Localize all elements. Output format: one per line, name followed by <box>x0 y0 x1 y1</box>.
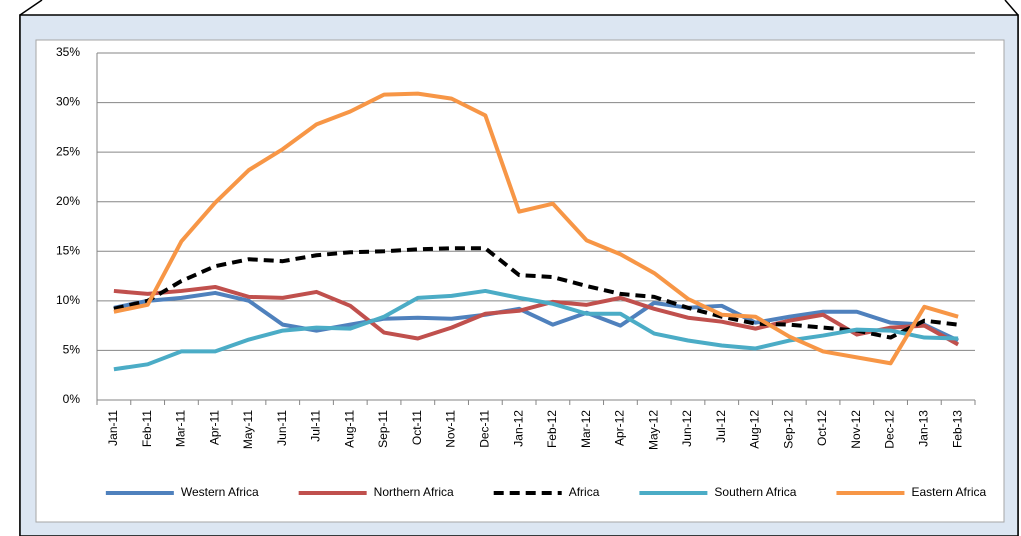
legend-label: Eastern Africa <box>911 485 986 499</box>
y-tick-label: 10% <box>56 293 80 307</box>
x-tick-label: Sep-11 <box>376 410 390 448</box>
x-tick-label: Jul-11 <box>309 410 323 442</box>
x-tick-label: Apr-11 <box>207 410 221 445</box>
x-tick-label: Oct-12 <box>815 410 829 446</box>
series-line <box>113 288 959 372</box>
y-tick-label: 0% <box>63 392 81 406</box>
x-tick-label: Jan-13 <box>917 410 931 447</box>
x-tick-label: Mar-11 <box>174 410 188 447</box>
x-tick-label: Aug-12 <box>748 410 762 449</box>
x-tick-label: Feb-12 <box>545 410 559 448</box>
series-line <box>113 290 959 343</box>
chart-area <box>35 39 1005 523</box>
x-tick-label: Aug-11 <box>342 410 356 448</box>
y-tick-label: 20% <box>56 194 80 208</box>
x-tick-label: May-11 <box>241 410 255 449</box>
x-tick-label: Jan-12 <box>511 410 525 447</box>
x-tick-label: Mar-12 <box>579 410 593 448</box>
y-tick-label: 35% <box>56 45 80 59</box>
x-tick-label: Jan-11 <box>106 410 120 446</box>
series-line <box>113 246 959 340</box>
x-tick-label: Sep-12 <box>781 410 795 449</box>
series-line <box>113 91 959 366</box>
x-tick-label: Oct-11 <box>410 410 424 445</box>
x-tick-label: Apr-12 <box>613 410 627 446</box>
legend-label: Northern Africa <box>374 485 454 499</box>
legend: Western Africa Northern Africa Africa South… <box>105 485 986 499</box>
x-tick-label: May-12 <box>646 410 660 450</box>
x-tick-label: Jul-12 <box>714 410 728 443</box>
y-tick-label: 30% <box>56 95 80 109</box>
x-tick-label: Jun-11 <box>275 410 289 446</box>
series-line <box>113 284 960 347</box>
x-tick-label: Dec-11 <box>478 410 492 448</box>
y-tick-label: 25% <box>56 144 80 158</box>
x-tick-label: Feb-11 <box>140 410 154 447</box>
x-tick-label: Nov-11 <box>444 410 458 448</box>
y-tick-label: 5% <box>63 343 81 357</box>
x-tick-label: Jun-12 <box>680 410 694 447</box>
y-tick-label: 15% <box>56 243 80 257</box>
legend-label: Africa <box>569 485 600 499</box>
x-tick-label: Feb-13 <box>950 410 964 448</box>
legend-label: Western Africa <box>181 485 259 499</box>
legend-label: Southern Africa <box>714 485 796 499</box>
x-tick-label: Nov-12 <box>849 410 863 449</box>
x-tick-label: Dec-12 <box>883 410 897 449</box>
